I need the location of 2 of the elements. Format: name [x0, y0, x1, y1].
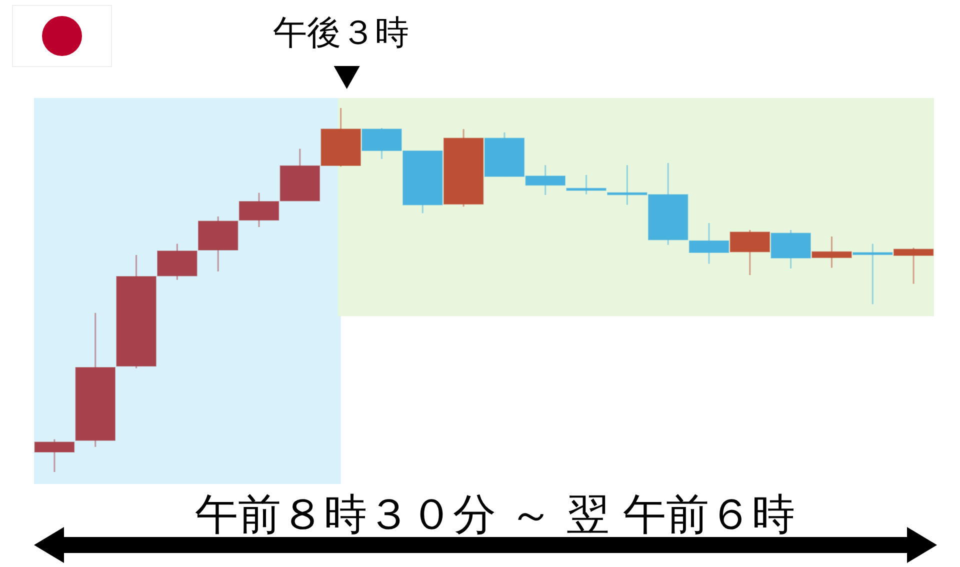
text: 午後３時: [272, 13, 409, 53]
text: 午前８時３０分 ～ 翌 午前６時: [194, 490, 796, 540]
